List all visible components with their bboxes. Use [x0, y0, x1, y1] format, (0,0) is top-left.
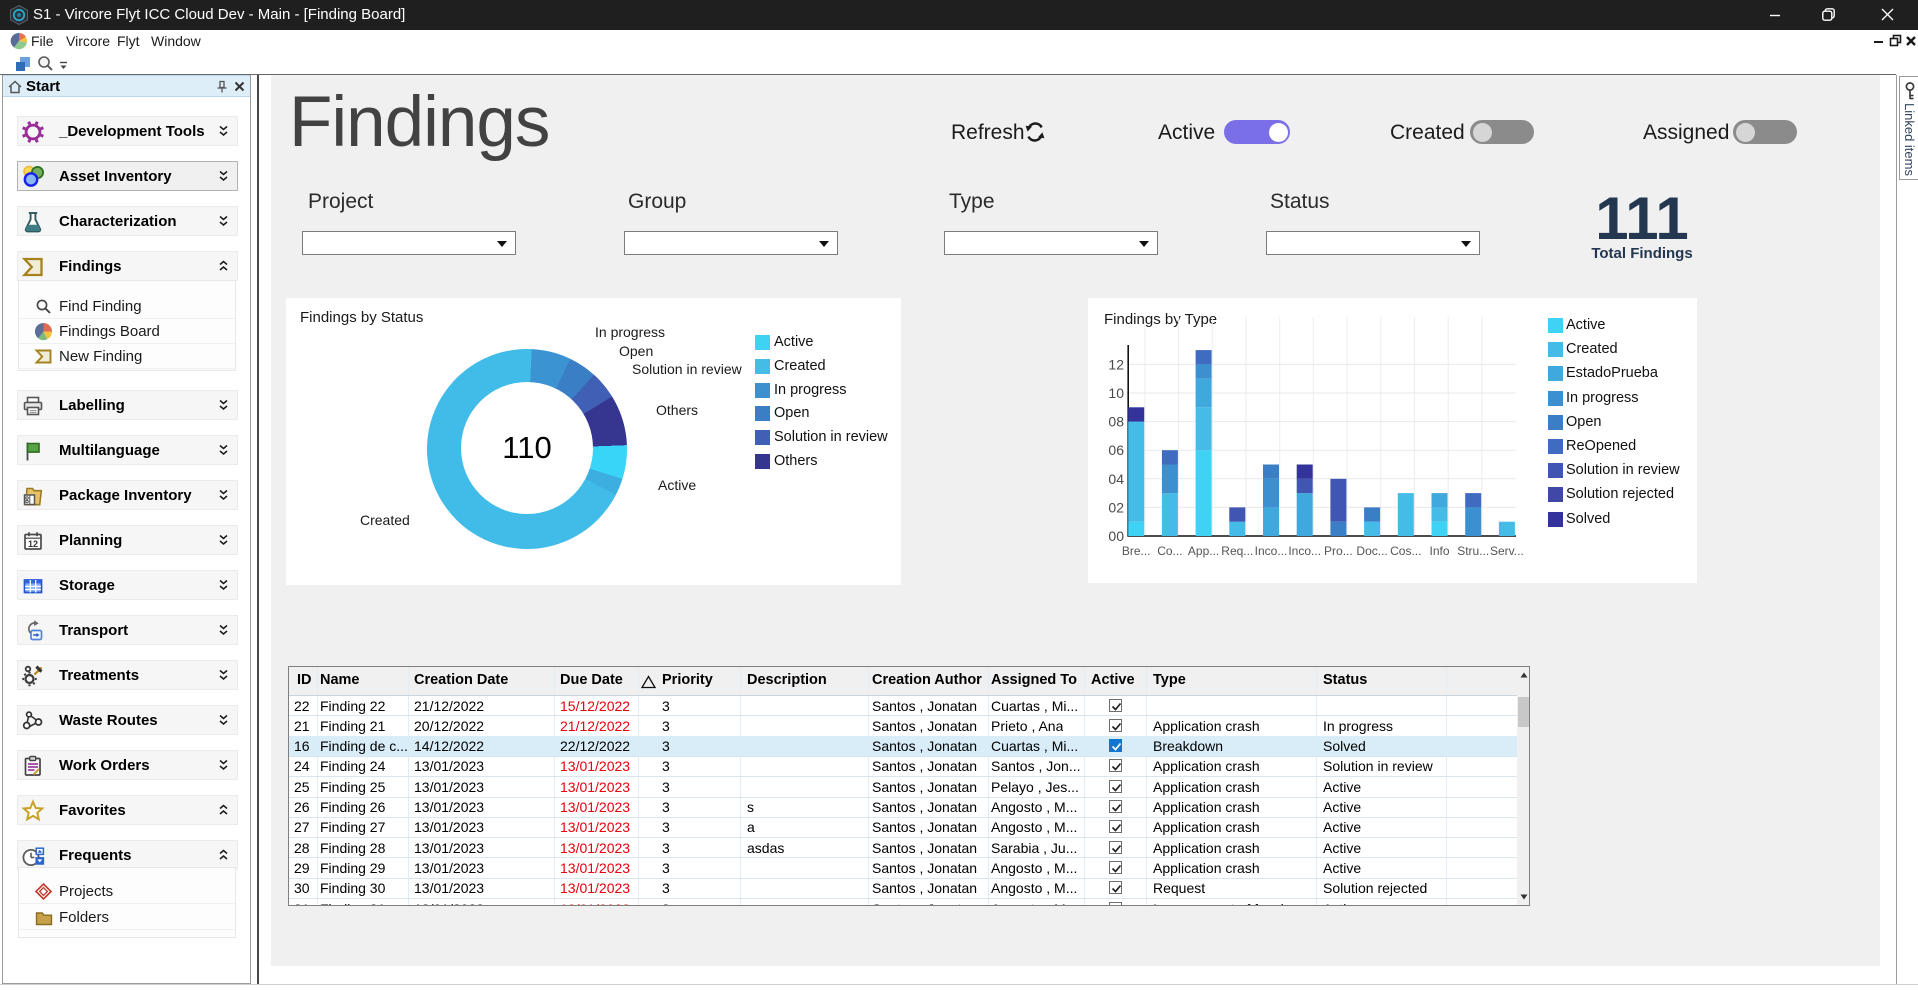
- svg-text:App...: App...: [1188, 544, 1219, 558]
- svg-text:04: 04: [1108, 471, 1124, 487]
- svg-text:Req...: Req...: [1221, 544, 1253, 558]
- svg-text:10: 10: [1108, 385, 1124, 401]
- svg-text:12: 12: [28, 539, 38, 549]
- svg-text:Doc...: Doc...: [1356, 544, 1387, 558]
- svg-text:06: 06: [1108, 442, 1124, 458]
- svg-text:08: 08: [1108, 414, 1124, 430]
- svg-text:Cos...: Cos...: [1390, 544, 1421, 558]
- svg-text:Stru...: Stru...: [1457, 544, 1489, 558]
- svg-text:Co...: Co...: [1157, 544, 1182, 558]
- svg-text:Info: Info: [1429, 544, 1449, 558]
- svg-text:Inco...: Inco...: [1288, 544, 1321, 558]
- svg-text:Bre...: Bre...: [1122, 544, 1151, 558]
- svg-text:00: 00: [1108, 528, 1124, 544]
- svg-text:Pro...: Pro...: [1324, 544, 1353, 558]
- svg-text:Serv...: Serv...: [1490, 544, 1524, 558]
- svg-text:12: 12: [1108, 356, 1124, 372]
- svg-text:Inco...: Inco...: [1255, 544, 1288, 558]
- svg-text:02: 02: [1108, 499, 1124, 515]
